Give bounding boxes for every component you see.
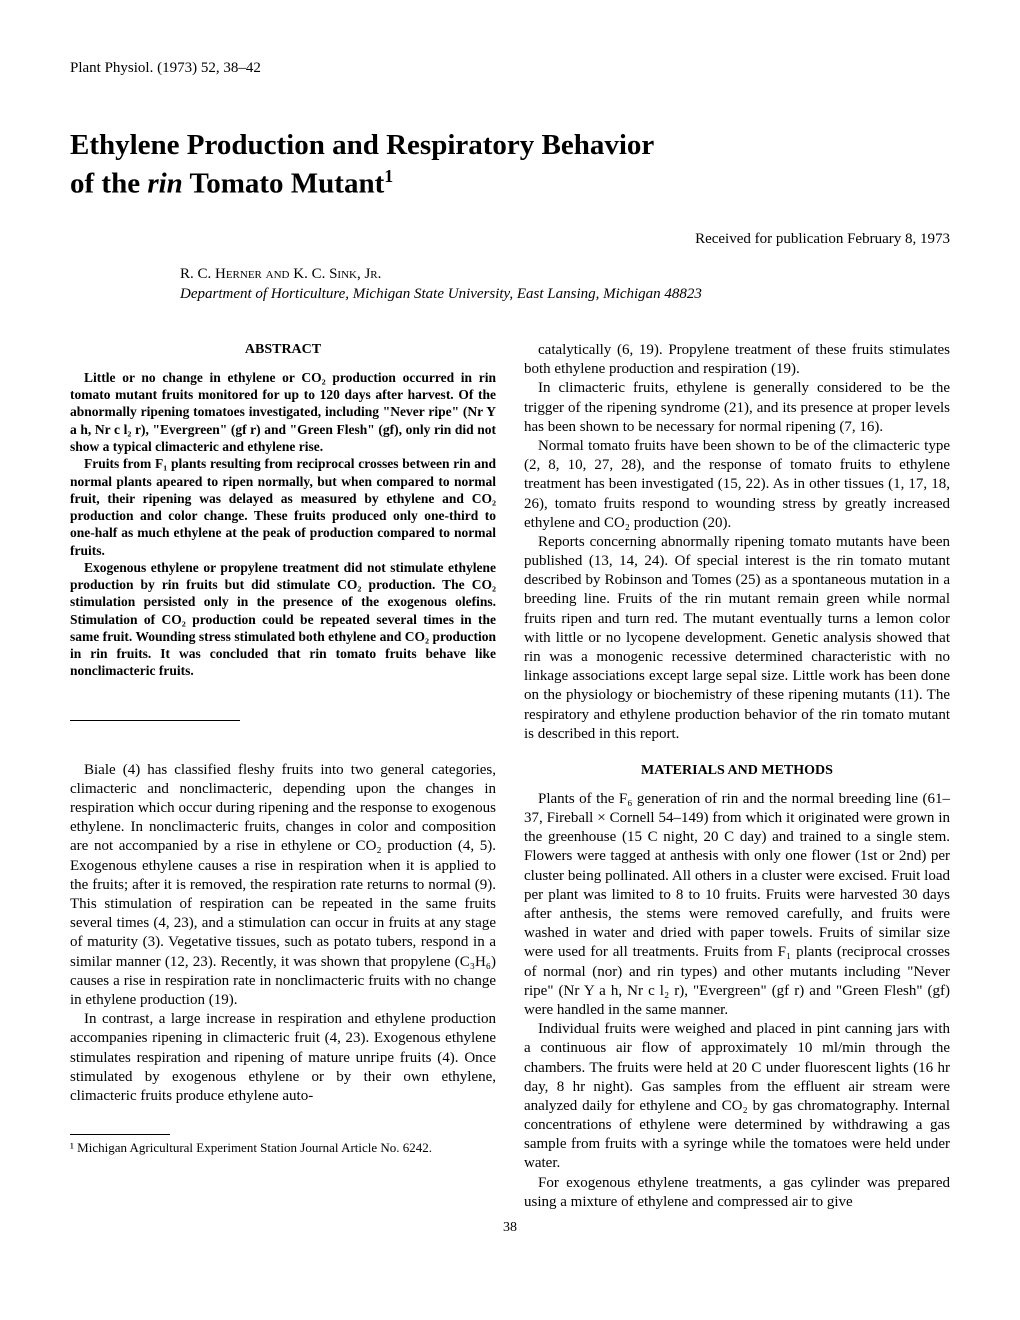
col2-paragraph-1: catalytically (6, 19). Propylene treatme… [524,341,950,379]
methods-paragraph-3: For exogenous ethylene treatments, a gas… [524,1174,950,1212]
title-line-1: Ethylene Production and Respiratory Beha… [70,129,654,161]
right-column-body: catalytically (6, 19). Propylene treatme… [524,341,950,744]
abstract-text: Little or no change in ethylene or CO₂ p… [70,369,496,680]
methods-text: Plants of the F₆ generation of rin and t… [524,790,950,1212]
col2-paragraph-4: Reports concerning abnormally ripening t… [524,533,950,744]
footnote-divider [70,1134,170,1135]
journal-header: Plant Physiol. (1973) 52, 38–42 [70,60,950,77]
page-number: 38 [70,1220,950,1236]
authors: R. C. Herner and K. C. Sink, Jr. [180,266,950,283]
right-column: catalytically (6, 19). Propylene treatme… [524,341,950,1212]
abstract-divider [70,720,240,721]
title-superscript: 1 [384,166,393,186]
abstract-paragraph-2: Fruits from F₁ plants resulting from rec… [70,455,496,559]
abstract-heading: ABSTRACT [70,341,496,359]
article-title: Ethylene Production and Respiratory Beha… [70,127,950,203]
methods-paragraph-1: Plants of the F₆ generation of rin and t… [524,790,950,1020]
title-line-2-suffix: Tomato Mutant [183,167,384,199]
intro-text: Biale (4) has classified fleshy fruits i… [70,761,496,1106]
title-italic-word: rin [147,167,182,199]
abstract-paragraph-3: Exogenous ethylene or propylene treatmen… [70,559,496,680]
abstract-paragraph-1: Little or no change in ethylene or CO₂ p… [70,369,496,455]
left-column: ABSTRACT Little or no change in ethylene… [70,341,496,1212]
footnote: ¹ Michigan Agricultural Experiment Stati… [70,1140,496,1157]
title-line-2-prefix: of the [70,167,147,199]
col2-paragraph-3: Normal tomato fruits have been shown to … [524,437,950,533]
intro-paragraph-2: In contrast, a large increase in respira… [70,1010,496,1106]
methods-paragraph-2: Individual fruits were weighed and place… [524,1020,950,1174]
two-column-layout: ABSTRACT Little or no change in ethylene… [70,341,950,1212]
affiliation: Department of Horticulture, Michigan Sta… [180,286,950,303]
methods-heading: MATERIALS AND METHODS [524,762,950,780]
intro-paragraph-1: Biale (4) has classified fleshy fruits i… [70,761,496,1010]
received-date: Received for publication February 8, 197… [70,231,950,248]
col2-paragraph-2: In climacteric fruits, ethylene is gener… [524,379,950,437]
